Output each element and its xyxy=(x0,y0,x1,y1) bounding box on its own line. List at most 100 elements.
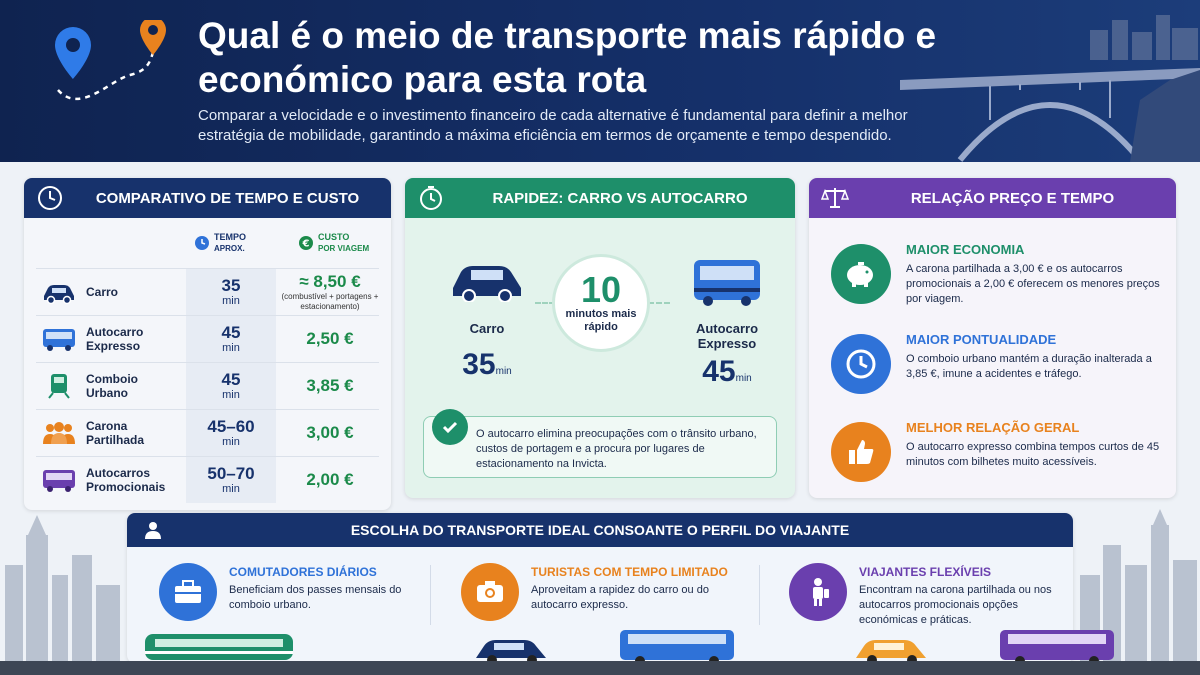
comparison-title: COMPARATIVO DE TEMPO E CUSTO xyxy=(95,189,360,207)
train-icon xyxy=(48,374,70,399)
time-difference-text: minutos mais rápido xyxy=(565,308,637,333)
cost-column-header: € CUSTO POR VIAGEM xyxy=(298,232,369,254)
speed-card: RAPIDEZ: CARRO VS AUTOCARRO Carro 35min … xyxy=(405,178,795,498)
row-name: Autocarros Promocionais xyxy=(86,466,166,494)
time-difference-value: 10 xyxy=(580,269,622,310)
profile-item-commuters: COMUTADORES DIÁRIOS Beneficiam dos passe… xyxy=(159,561,449,641)
row-time-unit: min xyxy=(222,483,240,495)
page-subtitle: Comparar a velocidade e o investimento f… xyxy=(198,107,908,144)
relation-text: O autocarro expresso combina tempos curt… xyxy=(906,441,1160,468)
bridge-city-illustration xyxy=(900,15,1200,162)
row-cost: 2,50 € xyxy=(281,316,379,362)
row-cost-value: 3,85 € xyxy=(306,376,354,395)
clock-icon xyxy=(34,182,66,214)
person-icon xyxy=(137,514,169,546)
divider xyxy=(759,565,760,625)
row-time: 45–60 min xyxy=(186,410,276,456)
profile-heading: TURISTAS COM TEMPO LIMITADO xyxy=(531,565,728,579)
profile-item-flexible: VIAJANTES FLEXÍVEIS Encontram na carona … xyxy=(789,561,1073,641)
relation-heading: MAIOR ECONOMIA xyxy=(906,242,1025,257)
svg-text:€: € xyxy=(302,239,310,250)
map-pin-route-icon xyxy=(55,20,166,101)
row-cost-value: 2,00 € xyxy=(306,470,354,489)
city-skyline-left xyxy=(5,515,120,665)
car-time-unit: min xyxy=(495,366,512,377)
bus-label: Autocarro Expresso xyxy=(695,321,759,351)
relation-item-best-overall: MELHOR RELAÇÃO GERAL O autocarro express… xyxy=(831,418,1171,488)
relation-item-punctuality: MAIOR PONTUALIDADE O comboio urbano mant… xyxy=(831,330,1171,400)
table-row: Carro 35 min ≈ 8,50 € (combustível + porta… xyxy=(36,268,379,315)
time-column-label: TEMPO xyxy=(214,232,247,242)
cost-column-label: CUSTO xyxy=(318,232,350,242)
traveler-icon xyxy=(789,563,847,621)
profile-item-tourists: TURISTAS COM TEMPO LIMITADO Aproveitam a… xyxy=(461,561,751,641)
row-cost-value: 2,50 € xyxy=(306,329,354,348)
car-label: Carro xyxy=(469,321,505,336)
row-cost: 3,00 € xyxy=(281,410,379,456)
row-time-unit: min xyxy=(222,436,240,448)
page-title: Qual é o meio de transporte mais rápido … xyxy=(198,15,937,100)
row-time: 35 min xyxy=(186,269,276,315)
check-icon xyxy=(432,409,468,445)
row-time-value: 45 xyxy=(221,323,241,342)
thumbs-up-icon xyxy=(831,422,891,482)
profile-text: Aproveitam a rapidez do carro ou do auto… xyxy=(531,584,709,611)
row-time: 45 min xyxy=(186,363,276,409)
bus-time-value: 45 xyxy=(702,355,736,388)
profile-heading: VIAJANTES FLEXÍVEIS xyxy=(859,565,992,579)
profile-text: Encontram na carona partilhada ou nos au… xyxy=(859,584,1052,626)
dashed-connector xyxy=(648,302,670,304)
bus-time-unit: min xyxy=(735,373,752,384)
speed-card-header: RAPIDEZ: CARRO VS AUTOCARRO xyxy=(405,178,795,218)
row-name: Carona Partilhada xyxy=(86,419,145,447)
divider xyxy=(430,565,431,625)
bus-icon xyxy=(694,260,760,306)
row-name: Carro xyxy=(86,285,119,299)
row-time: 50–70 min xyxy=(186,457,276,503)
bus-time: 45min xyxy=(667,355,787,389)
camera-icon xyxy=(461,563,519,621)
relation-item-economy: MAIOR ECONOMIA A carona partilhada a 3,0… xyxy=(831,240,1171,310)
relation-text: O comboio urbano mantém a duração inalte… xyxy=(906,353,1152,380)
row-time-unit: min xyxy=(222,295,240,307)
car-icon xyxy=(44,285,74,305)
header-banner: Qual é o meio de transporte mais rápido … xyxy=(0,0,1200,162)
speed-title: RAPIDEZ: CARRO VS AUTOCARRO xyxy=(492,189,748,207)
comparison-card-header: COMPARATIVO DE TEMPO E CUSTO xyxy=(24,178,391,218)
table-row: Autocarro Expresso 45 min 2,50 € xyxy=(36,315,379,362)
clock-icon xyxy=(831,334,891,394)
time-difference-badge: 10 minutos mais rápido xyxy=(552,254,650,352)
row-name: Autocarro Expresso xyxy=(86,325,144,353)
row-time-value: 45–60 xyxy=(207,417,255,436)
speed-note-text: O autocarro elimina preocupações com o t… xyxy=(476,428,757,470)
row-time-value: 45 xyxy=(221,370,241,389)
row-cost-value: ≈ 8,50 € xyxy=(299,272,361,291)
row-cost-value: 3,00 € xyxy=(306,423,354,442)
profile-panel-title: ESCOLHA DO TRANSPORTE IDEAL CONSOANTE O … xyxy=(350,522,850,538)
relation-heading: MELHOR RELAÇÃO GERAL xyxy=(906,420,1080,435)
briefcase-icon xyxy=(159,563,217,621)
comparison-card: COMPARATIVO DE TEMPO E CUSTO TEMPO APROX.… xyxy=(24,178,391,510)
row-name: Comboio Urbano xyxy=(86,372,138,400)
cost-column-sublabel: POR VIAGEM xyxy=(318,244,370,253)
row-time-unit: min xyxy=(222,342,240,354)
bus-speed-block: Autocarro Expresso 45min xyxy=(667,258,787,389)
stopwatch-icon xyxy=(415,182,447,214)
scale-icon xyxy=(819,182,851,214)
row-time-value: 50–70 xyxy=(207,464,255,483)
relation-card: RELAÇÃO PREÇO E TEMPO MAIOR ECONOMIA A c… xyxy=(809,178,1176,498)
car-time: 35min xyxy=(427,348,547,382)
speed-note: O autocarro elimina preocupações com o t… xyxy=(423,409,777,478)
relation-title: RELAÇÃO PREÇO E TEMPO xyxy=(910,189,1115,207)
euro-icon: € xyxy=(299,236,313,250)
relation-card-header: RELAÇÃO PREÇO E TEMPO xyxy=(809,178,1176,218)
row-cost: 3,85 € xyxy=(281,363,379,409)
relation-heading: MAIOR PONTUALIDADE xyxy=(906,332,1057,347)
clock-icon xyxy=(195,236,209,250)
row-time-value: 35 xyxy=(221,276,241,295)
table-row: Carona Partilhada 45–60 min 3,00 € xyxy=(36,409,379,456)
profile-text: Beneficiam dos passes mensais do comboio… xyxy=(229,584,402,611)
row-cost-note: (combustível + portagens + estacionament… xyxy=(281,292,379,311)
profile-heading: COMUTADORES DIÁRIOS xyxy=(229,565,377,579)
people-group-icon xyxy=(43,422,75,444)
